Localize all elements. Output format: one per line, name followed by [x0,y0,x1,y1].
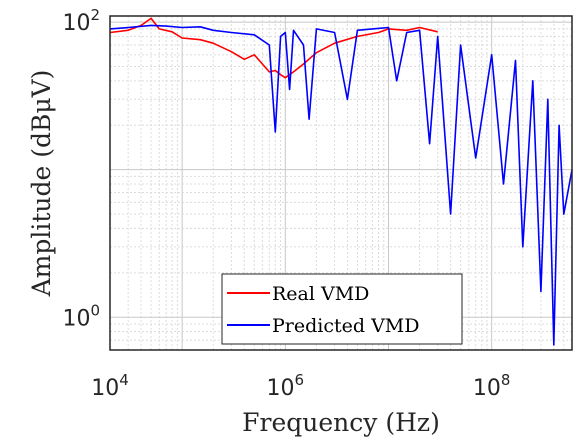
x-tick-labels: 104 106 108 [91,371,510,401]
series-layer [109,17,573,346]
plot-frame [109,15,573,351]
legend: Real VMD Predicted VMD [221,273,463,345]
y-axis-title: Amplitude (dBμV) [27,70,56,298]
legend-box [221,273,463,345]
legend-label-real-vmd: Real VMD [272,283,369,305]
x-axis-title: Frequency (Hz) [242,408,440,437]
series-line-real-vmd [109,17,438,79]
legend-label-predicted-vmd: Predicted VMD [272,315,419,337]
x-tick-label: 106 [267,371,305,401]
x-tick-label: 108 [473,371,511,401]
x-tick-label: 104 [91,371,129,401]
y-tick-label: 100 [62,301,100,331]
y-tick-labels: 100 102 [62,6,100,331]
series-line-predicted-vmd [109,24,573,346]
y-tick-label: 102 [62,6,100,36]
